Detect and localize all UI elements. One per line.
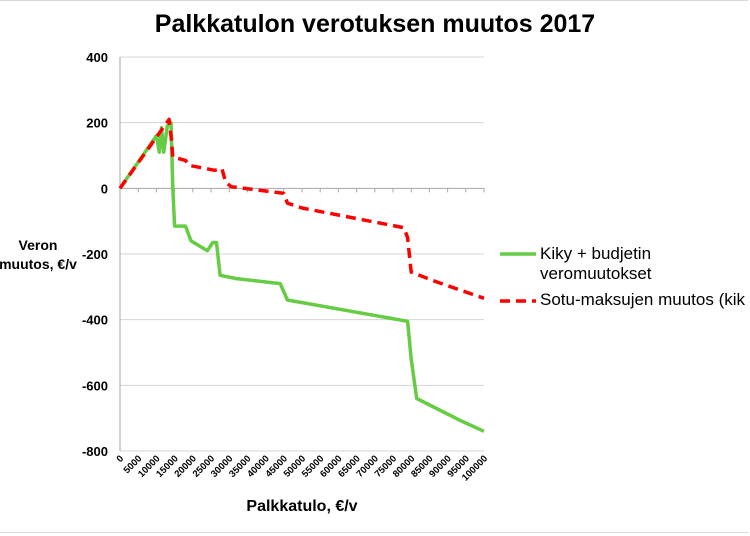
- series-line-2: [118, 117, 485, 300]
- gridlines: [120, 56, 484, 452]
- legend-label-series-1-line-2: veromuutokset: [540, 264, 652, 283]
- legend-label-series-2: Sotu-maksujen muutos (kik: [540, 290, 745, 310]
- x-tick-labels: 0500010000150002000025000300003500040000…: [115, 453, 491, 483]
- legend-label-series-1-line-1: Kiky + budjetin: [540, 244, 652, 263]
- axes: [119, 57, 485, 451]
- series-lines: [118, 117, 485, 433]
- x-tick-label-0: 0: [115, 453, 127, 465]
- series-line-1: [118, 120, 485, 433]
- y-tick-label--600: -600: [82, 378, 108, 393]
- legend-label-series-2-line-1: Sotu-maksujen muutos (kik: [540, 290, 746, 309]
- chart-title: Palkkatulon verotuksen muutos 2017: [154, 10, 596, 38]
- y-tick-label--400: -400: [82, 313, 108, 328]
- y-tick-label-200: 200: [86, 116, 108, 131]
- y-tick-label-400: 400: [86, 50, 108, 65]
- legend-label-series-1: Kiky + budjetin veromuutokset: [540, 244, 652, 284]
- y-tick-label-0: 0: [101, 181, 108, 196]
- y-tick-label--200: -200: [82, 247, 108, 262]
- y-tick-label--800: -800: [82, 444, 108, 459]
- y-tick-labels: 400 200 0 -200 -400 -600 -800: [82, 50, 108, 459]
- legend: [500, 252, 536, 303]
- y-axis-label-line-2: muutos, €/v: [0, 256, 77, 272]
- y-axis-label-line-1: Veron: [18, 237, 58, 253]
- x-axis-label: Palkkatulo, €/v: [246, 498, 358, 515]
- y-axis-label: Veron muutos, €/v: [0, 236, 88, 274]
